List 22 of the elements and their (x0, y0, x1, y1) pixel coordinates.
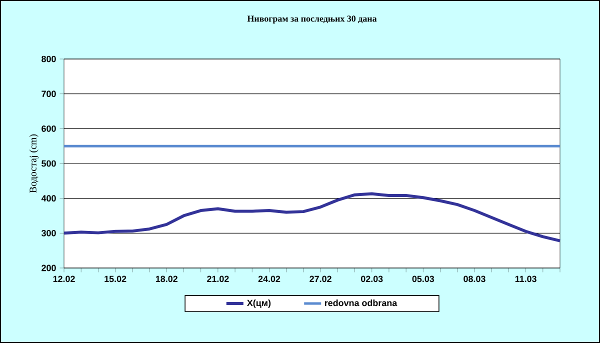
x-tick-label: 12.02 (53, 276, 75, 282)
x-tick-label: 24.02 (258, 276, 280, 282)
legend-label: redovna odbrana (324, 300, 398, 306)
x-tick-label: 11.03 (515, 276, 536, 282)
y-tick-label: 700 (42, 90, 56, 98)
x-tick-label: 21.02 (207, 276, 229, 282)
x-tick-label: 05.03 (412, 276, 434, 282)
x-tick-label: 15.02 (104, 276, 126, 282)
line-series (62, 192, 562, 242)
x-tick-label: 02.03 (361, 276, 383, 282)
x-tick-label: 18.02 (156, 276, 178, 282)
chart-title: Нивограм за последњих 30 дана (247, 16, 377, 24)
y-tick-label: 400 (41, 195, 56, 202)
x-tick-label: 27.02 (310, 276, 332, 282)
y-tick-label: 300 (41, 230, 56, 236)
y-axis-title: Водостај (cm) (29, 134, 38, 193)
x-tick-label: 08.03 (464, 276, 486, 282)
y-tick-label: 600 (42, 125, 56, 132)
y-tick-label: 800 (42, 56, 56, 62)
y-tick-label: 500 (42, 160, 56, 167)
legend-label: X(цм) (246, 300, 271, 308)
y-tick-label: 200 (42, 264, 56, 272)
